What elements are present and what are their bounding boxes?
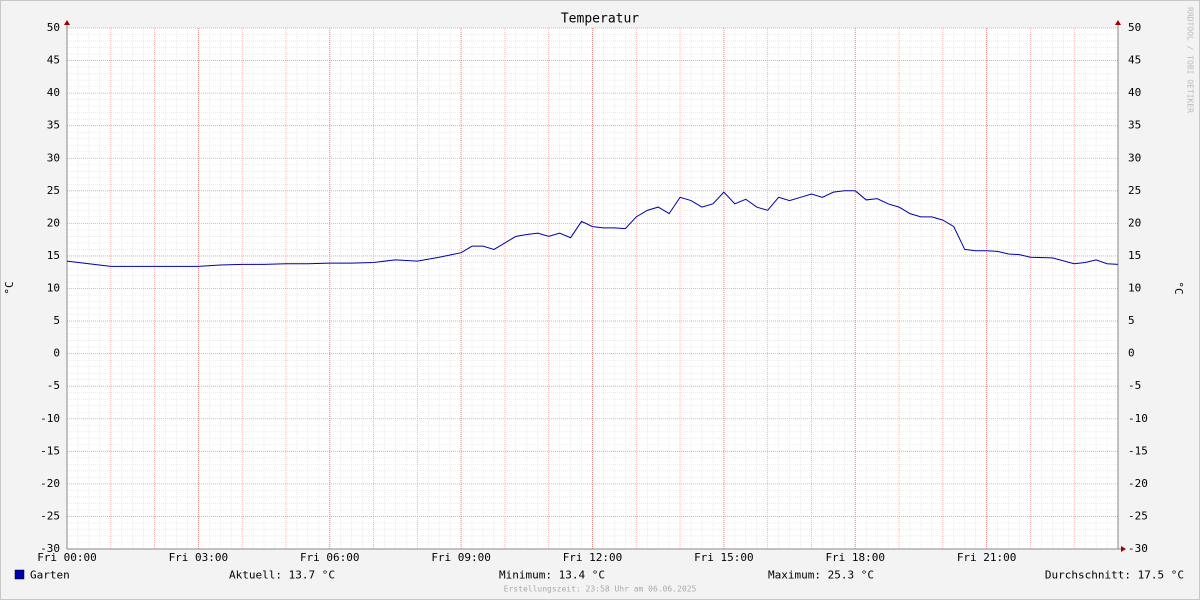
x-tick-label: Fri 12:00: [563, 551, 623, 564]
watermark: RRDTOOL / TOBI OETIKER: [1186, 7, 1195, 113]
y-tick-label: 25: [47, 184, 60, 197]
y2-axis-label: °C: [1172, 281, 1185, 294]
y2-tick-label: 0: [1128, 347, 1135, 360]
y2-tick-label: 10: [1128, 282, 1141, 295]
y2-tick-label: 20: [1128, 216, 1141, 229]
legend-swatch: [14, 569, 25, 580]
y-tick-label: 20: [47, 216, 60, 229]
y2-tick-label: 45: [1128, 54, 1141, 67]
y-tick-label: -15: [40, 444, 60, 457]
y2-tick-label: -20: [1128, 477, 1148, 490]
axis-arrow: [64, 20, 70, 25]
y2-tick-label: 50: [1128, 21, 1141, 34]
footer: Erstellungszeit: 23:58 Uhr am 06.06.2025: [504, 585, 697, 594]
y2-tick-label: -30: [1128, 542, 1148, 555]
y2-tick-label: -25: [1128, 509, 1148, 522]
y-tick-label: -20: [40, 477, 60, 490]
y-tick-label: -5: [47, 379, 60, 392]
y2-tick-label: 35: [1128, 119, 1141, 132]
stat-current: Aktuell: 13.7 °C: [229, 569, 335, 582]
x-tick-label: Fri 03:00: [169, 551, 229, 564]
y2-tick-label: -15: [1128, 444, 1148, 457]
axis-arrow: [1121, 546, 1126, 552]
x-tick-label: Fri 06:00: [300, 551, 360, 564]
stat-avg: Durchschnitt: 17.5 °C: [1045, 569, 1184, 582]
y-tick-label: -10: [40, 412, 60, 425]
y2-tick-label: 40: [1128, 86, 1141, 99]
legend-label: Garten: [30, 569, 70, 582]
y2-tick-label: 30: [1128, 151, 1141, 164]
stat-min: Minimum: 13.4 °C: [499, 569, 605, 582]
y-tick-label: -30: [40, 542, 60, 555]
y2-tick-label: -5: [1128, 379, 1141, 392]
y-tick-label: 35: [47, 119, 60, 132]
y-tick-label: 10: [47, 282, 60, 295]
x-tick-label: Fri 21:00: [957, 551, 1017, 564]
y2-tick-label: 5: [1128, 314, 1135, 327]
y-tick-label: 30: [47, 151, 60, 164]
y-tick-label: 45: [47, 54, 60, 67]
y2-tick-label: -10: [1128, 412, 1148, 425]
x-tick-label: Fri 00:00: [37, 551, 97, 564]
series-line: [66, 190, 1119, 267]
y-tick-label: 50: [47, 21, 60, 34]
axis-arrow: [1115, 20, 1121, 25]
y-tick-label: 0: [53, 347, 60, 360]
x-tick-label: Fri 09:00: [431, 551, 491, 564]
y-tick-label: 40: [47, 86, 60, 99]
y2-tick-label: 15: [1128, 249, 1141, 262]
chart-title: Temperatur: [561, 12, 639, 27]
y-tick-label: -25: [40, 509, 60, 522]
x-tick-label: Fri 18:00: [825, 551, 885, 564]
y-tick-label: 5: [53, 314, 60, 327]
x-tick-label: Fri 15:00: [694, 551, 754, 564]
y-tick-label: 15: [47, 249, 60, 262]
y-axis-label: °C: [3, 281, 16, 294]
y2-tick-label: 25: [1128, 184, 1141, 197]
stat-max: Maximum: 25.3 °C: [768, 569, 874, 582]
